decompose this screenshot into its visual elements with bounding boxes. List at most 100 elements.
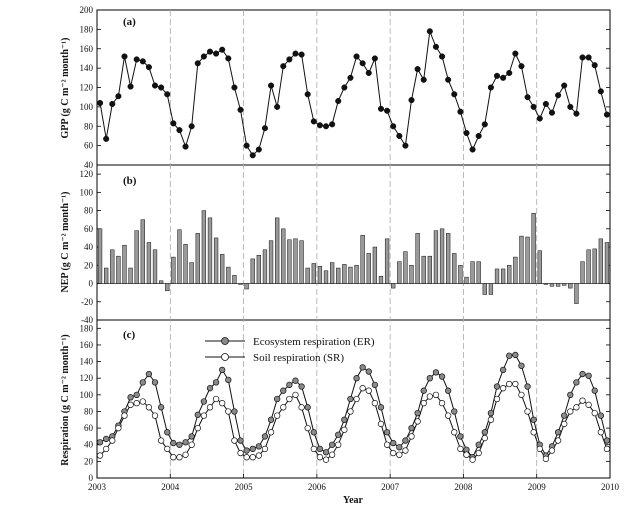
x-tick-label-2007: 2007 (381, 482, 400, 492)
panel-c-ytick-label: 160 (80, 340, 94, 350)
er-point (292, 377, 299, 384)
nep-bar (598, 238, 603, 284)
er-point (310, 429, 317, 436)
sr-point (420, 400, 427, 407)
nep-bar (189, 262, 194, 284)
nep-bar (281, 228, 286, 284)
sr-point (121, 412, 128, 419)
sr-point (109, 437, 116, 444)
nep-bar (250, 258, 255, 284)
nep-bar (201, 210, 207, 284)
nep-bar (354, 265, 359, 284)
er-point (322, 449, 330, 456)
er-point (316, 445, 324, 453)
er-point (365, 368, 372, 375)
year-gridlines (169, 10, 538, 478)
gpp-point (377, 105, 385, 112)
er-point (182, 439, 189, 446)
sr-point (377, 420, 385, 428)
gpp-point (536, 115, 543, 122)
er-point (200, 398, 208, 405)
sr-point (261, 445, 269, 453)
panel-a-tag: (a) (123, 16, 136, 28)
er-point (341, 416, 348, 423)
gpp-point (371, 55, 378, 62)
er-point (481, 429, 488, 436)
nep-bar (592, 248, 597, 284)
er-point (402, 437, 409, 444)
sr-point (548, 447, 556, 454)
sr-point (280, 404, 287, 411)
gpp-point (109, 100, 116, 108)
sr-point (243, 454, 250, 461)
sr-point (402, 447, 409, 454)
gpp-point (103, 135, 110, 142)
x-axis-title: Year (343, 495, 364, 506)
gpp-point (451, 91, 458, 98)
sr-point (396, 451, 403, 458)
sr-point (200, 412, 208, 419)
sr-point (219, 400, 226, 407)
gpp-point (249, 152, 256, 159)
er-point (573, 379, 580, 386)
sr-point (390, 449, 397, 457)
panel-b-ytick-label: 0 (89, 279, 94, 289)
er-point (212, 379, 220, 386)
sr-point (151, 412, 159, 419)
er-point (353, 375, 360, 382)
nep-bar (586, 249, 591, 284)
sr-point (267, 429, 275, 436)
sr-point (383, 441, 391, 448)
gpp-point (280, 63, 287, 70)
panel-c-ytick-label: 60 (84, 423, 94, 433)
er-point (347, 395, 354, 403)
gpp-point (182, 143, 189, 150)
er-point (164, 429, 171, 436)
x-tick-label-2009: 2009 (528, 482, 547, 492)
er-point (206, 385, 214, 392)
gpp-point (518, 63, 525, 70)
er-point (475, 441, 482, 448)
er-point (383, 429, 391, 436)
sr-point (585, 401, 592, 408)
nep-bar (256, 255, 261, 284)
sr-point (103, 445, 110, 453)
nep-bar (446, 233, 451, 284)
nep-bar (433, 230, 439, 284)
er-point (127, 394, 134, 401)
er-point (225, 376, 232, 384)
sr-point (347, 408, 354, 415)
sr-point (164, 445, 171, 453)
er-point (176, 441, 183, 448)
gpp-point (158, 84, 165, 91)
er-point (237, 437, 244, 444)
sr-point (176, 454, 183, 461)
er-point (328, 441, 336, 448)
er-point (554, 429, 562, 436)
panel-a-ytick-label: 60 (84, 141, 94, 151)
er-point (561, 412, 568, 419)
gpp-point (408, 97, 415, 104)
nep-bar (439, 228, 445, 284)
x-tick-label-2008: 2008 (454, 482, 473, 492)
gpp-point (475, 132, 482, 139)
gpp-point (139, 58, 146, 65)
panel-a-ytick-label: 200 (80, 5, 94, 15)
gpp-point (176, 127, 183, 134)
gpp-point (133, 56, 140, 63)
x-axis: 2003 2004 2005 2006 2007 2008 2009 2010 (88, 474, 620, 492)
nep-bar (323, 270, 329, 284)
gpp-point (432, 43, 439, 50)
nep-bar (415, 233, 420, 284)
sr-point (597, 429, 604, 436)
panel-c-ytick-label: 180 (80, 323, 94, 333)
gpp-point (115, 93, 122, 100)
er-point (512, 351, 519, 359)
nep-bar (348, 266, 353, 284)
sr-point (408, 433, 415, 440)
sr-point (96, 452, 104, 459)
sr-point (194, 424, 201, 432)
er-point (591, 387, 598, 394)
er-point (96, 439, 104, 446)
panel-b-ytick-label: -20 (81, 297, 93, 307)
